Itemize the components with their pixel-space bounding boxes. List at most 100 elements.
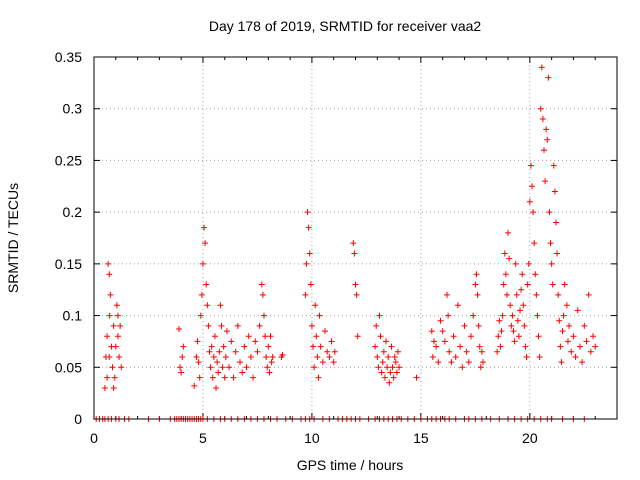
data-point: [376, 312, 383, 319]
x-tick-label: 0: [90, 430, 98, 446]
data-point: [476, 343, 483, 350]
data-point: [197, 312, 204, 319]
data-point: [263, 353, 270, 360]
data-point: [394, 348, 401, 355]
data-point: [328, 338, 335, 345]
chart-title: Day 178 of 2019, SRMTID for receiver vaa…: [209, 18, 482, 34]
data-point: [560, 312, 567, 319]
data-point: [104, 333, 111, 340]
data-point: [564, 338, 571, 345]
data-point: [319, 359, 326, 366]
data-point: [222, 353, 229, 360]
data-point: [396, 364, 403, 371]
y-axis-label: SRMTID / TECUs: [5, 183, 21, 293]
data-point: [204, 302, 211, 309]
data-point: [250, 374, 257, 381]
data-point: [530, 209, 537, 216]
data-point: [387, 369, 394, 376]
data-point: [532, 271, 539, 278]
data-point: [314, 353, 321, 360]
data-point: [570, 333, 577, 340]
data-point: [196, 374, 203, 381]
data-point: [517, 307, 524, 314]
data-point: [391, 353, 398, 360]
data-point: [444, 291, 451, 298]
data-point: [239, 369, 246, 376]
data-point: [390, 374, 397, 381]
data-point: [209, 374, 216, 381]
data-point: [472, 281, 479, 288]
data-point: [330, 359, 337, 366]
data-point: [194, 338, 201, 345]
data-point: [107, 291, 114, 298]
data-point: [506, 255, 513, 262]
data-point: [543, 126, 550, 133]
data-point: [114, 333, 121, 340]
data-point: [308, 322, 315, 329]
data-point: [437, 317, 444, 324]
data-point: [317, 343, 324, 350]
data-point: [193, 353, 200, 360]
data-point: [583, 338, 590, 345]
data-point: [254, 348, 261, 355]
data-point: [388, 343, 395, 350]
data-point: [378, 369, 385, 376]
data-point: [205, 322, 212, 329]
data-point: [389, 364, 396, 371]
data-point: [494, 348, 501, 355]
data-point: [210, 353, 217, 360]
data-point: [302, 291, 309, 298]
data-point: [191, 382, 198, 389]
data-point: [467, 333, 474, 340]
data-point: [550, 162, 557, 169]
data-point: [524, 281, 531, 288]
data-point: [106, 353, 113, 360]
data-point: [515, 333, 522, 340]
data-point: [498, 328, 505, 335]
data-point: [496, 317, 503, 324]
data-point: [568, 348, 575, 355]
data-point: [383, 338, 390, 345]
data-point: [499, 312, 506, 319]
data-point: [531, 240, 538, 247]
data-point: [461, 322, 468, 329]
data-point: [109, 364, 116, 371]
data-point: [232, 348, 239, 355]
data-point: [435, 359, 442, 366]
data-point: [523, 353, 530, 360]
data-point: [439, 328, 446, 335]
y-tick-label: 0.05: [55, 359, 82, 375]
data-point: [268, 359, 275, 366]
data-point: [372, 343, 379, 350]
data-point: [373, 322, 380, 329]
data-point: [563, 302, 570, 309]
data-point: [385, 353, 392, 360]
data-point: [546, 209, 553, 216]
data-point: [374, 353, 381, 360]
data-point: [539, 116, 546, 123]
data-point: [303, 260, 310, 267]
data-point: [590, 333, 597, 340]
data-point: [269, 353, 276, 360]
plot-frame: [93, 56, 618, 420]
data-point: [264, 364, 271, 371]
data-point: [581, 322, 588, 329]
data-point: [452, 353, 459, 360]
data-point: [218, 322, 225, 329]
data-point: [230, 374, 237, 381]
data-point: [113, 302, 120, 309]
data-point: [574, 307, 581, 314]
data-point: [306, 250, 313, 257]
data-point: [503, 291, 510, 298]
data-point: [199, 260, 206, 267]
x-tick-label: 15: [413, 430, 429, 446]
data-point: [110, 384, 117, 391]
data-point: [331, 348, 338, 355]
data-point: [519, 271, 526, 278]
data-point: [511, 338, 518, 345]
data-point: [310, 343, 317, 350]
data-point: [507, 302, 514, 309]
y-tick-label: 0.15: [55, 256, 82, 272]
data-point: [220, 343, 227, 350]
